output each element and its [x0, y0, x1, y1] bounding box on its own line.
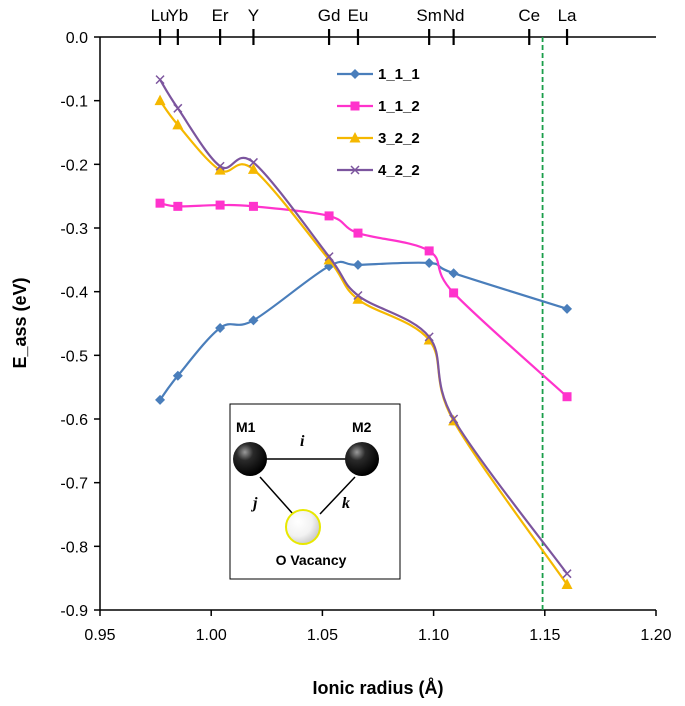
x-tick-label-2: 1.05: [307, 627, 338, 644]
y-tick-label-5: -0.5: [60, 348, 88, 365]
point-4_2_2-6: [424, 332, 434, 342]
point-1_1_2-2: [215, 200, 225, 210]
top-label-lu: Lu: [151, 6, 170, 25]
bond-k-label: k: [342, 495, 350, 512]
y-tick-label-4: -0.4: [60, 285, 88, 302]
y-axis-title: E_ass (eV): [10, 277, 30, 368]
point-4_2_2-0: [155, 75, 165, 85]
point-3_2_2-5: [352, 293, 364, 304]
x-tick-label-5: 1.20: [640, 627, 671, 644]
point-3_2_2-0: [154, 94, 166, 106]
y-tick-label-6: -0.6: [60, 412, 88, 429]
axes: [99, 36, 656, 611]
point-1_1_2-0: [155, 198, 165, 208]
bond-j-label: j: [250, 495, 258, 512]
legend-marker-4_2_2: [350, 165, 360, 175]
legend-label-4_2_2: 4_2_2: [378, 162, 420, 179]
point-4_2_2-8: [562, 569, 572, 579]
point-1_1_2-8: [562, 392, 572, 402]
point-1_1_1-7: [448, 268, 459, 279]
m1-atom: [233, 442, 267, 476]
oxygen-vacancy-atom: [285, 509, 321, 545]
point-3_2_2-2: [214, 164, 226, 175]
point-1_1_2-1: [173, 201, 183, 211]
m2-label: M2: [352, 419, 372, 435]
legend-marker-1_1_1: [350, 69, 360, 79]
top-label-eu: Eu: [348, 6, 369, 25]
bond-k: [319, 476, 356, 515]
point-1_1_1-6: [424, 258, 435, 269]
series-layer: [154, 75, 573, 590]
point-3_2_2-1: [172, 118, 184, 130]
point-1_1_2-5: [353, 228, 363, 238]
point-1_1_1-2: [215, 322, 226, 333]
point-1_1_1-1: [172, 370, 183, 381]
top-label-sm: Sm: [416, 6, 442, 25]
vacancy-label: O Vacancy: [276, 552, 347, 568]
point-1_1_1-3: [248, 315, 259, 326]
legend-marker-1_1_2: [350, 101, 360, 111]
point-4_2_2-3: [248, 157, 258, 167]
point-1_1_1-0: [155, 394, 166, 405]
series-1_1_1: [155, 258, 573, 405]
inset-frame: [229, 403, 401, 580]
point-3_2_2-3: [247, 163, 259, 174]
top-label-nd: Nd: [443, 6, 465, 25]
y-tick-label-2: -0.2: [60, 157, 88, 174]
legend-marker-3_2_2: [349, 132, 361, 143]
y-tick-label-9: -0.9: [60, 603, 88, 620]
legend: 1_1_1 1_1_2 3_2_2 4_2_2: [337, 66, 420, 179]
inset-diagram: M1 M2 i j k O Vacancy: [229, 403, 401, 580]
point-1_1_2-7: [449, 288, 459, 298]
x-tick-label-1: 1.00: [196, 627, 227, 644]
point-1_1_2-6: [424, 246, 434, 256]
series-4_2_2: [155, 75, 572, 579]
legend-label-3_2_2: 3_2_2: [378, 130, 420, 147]
point-3_2_2-8: [561, 578, 573, 590]
point-1_1_2-4: [324, 211, 334, 221]
point-4_2_2-5: [353, 290, 363, 301]
top-label-la: La: [558, 6, 577, 25]
y-tick-label-8: -0.8: [60, 539, 88, 556]
x-tick-label-0: 0.95: [84, 627, 115, 644]
series-1_1_2: [155, 198, 572, 402]
point-1_1_2-3: [248, 201, 258, 211]
m2-atom: [345, 442, 379, 476]
point-4_2_2-7: [449, 414, 459, 424]
bond-j: [259, 476, 294, 515]
top-label-er: Er: [212, 6, 229, 25]
x-axis-title: Ionic radius (Å): [312, 678, 443, 698]
point-4_2_2-1: [173, 103, 183, 113]
top-label-yb: Yb: [167, 6, 188, 25]
bond-i-label: i: [300, 433, 305, 450]
x-ticks: 0.95 1.00 1.05 1.10 1.15 1.20: [84, 610, 672, 644]
legend-label-1_1_2: 1_1_2: [378, 98, 420, 115]
top-label-ce: Ce: [518, 6, 540, 25]
top-label-y: Y: [248, 6, 259, 25]
point-1_1_1-8: [562, 303, 573, 314]
y-ticks: 0.0 -0.1 -0.2 -0.3 -0.4 -0.5 -0.6 -0.7 -0.8 -0.9: [60, 30, 100, 620]
y-tick-label-1: -0.1: [60, 94, 88, 111]
top-label-gd: Gd: [318, 6, 341, 25]
point-1_1_1-5: [352, 259, 363, 270]
m1-label: M1: [236, 419, 256, 435]
y-tick-label-3: -0.3: [60, 221, 88, 238]
x-tick-label-3: 1.10: [418, 627, 449, 644]
point-4_2_2-4: [324, 252, 334, 262]
y-tick-label-7: -0.7: [60, 476, 88, 493]
y-tick-label-0: 0.0: [66, 30, 88, 47]
point-4_2_2-2: [215, 161, 225, 171]
x-tick-label-4: 1.15: [529, 627, 560, 644]
legend-label-1_1_1: 1_1_1: [378, 66, 420, 83]
